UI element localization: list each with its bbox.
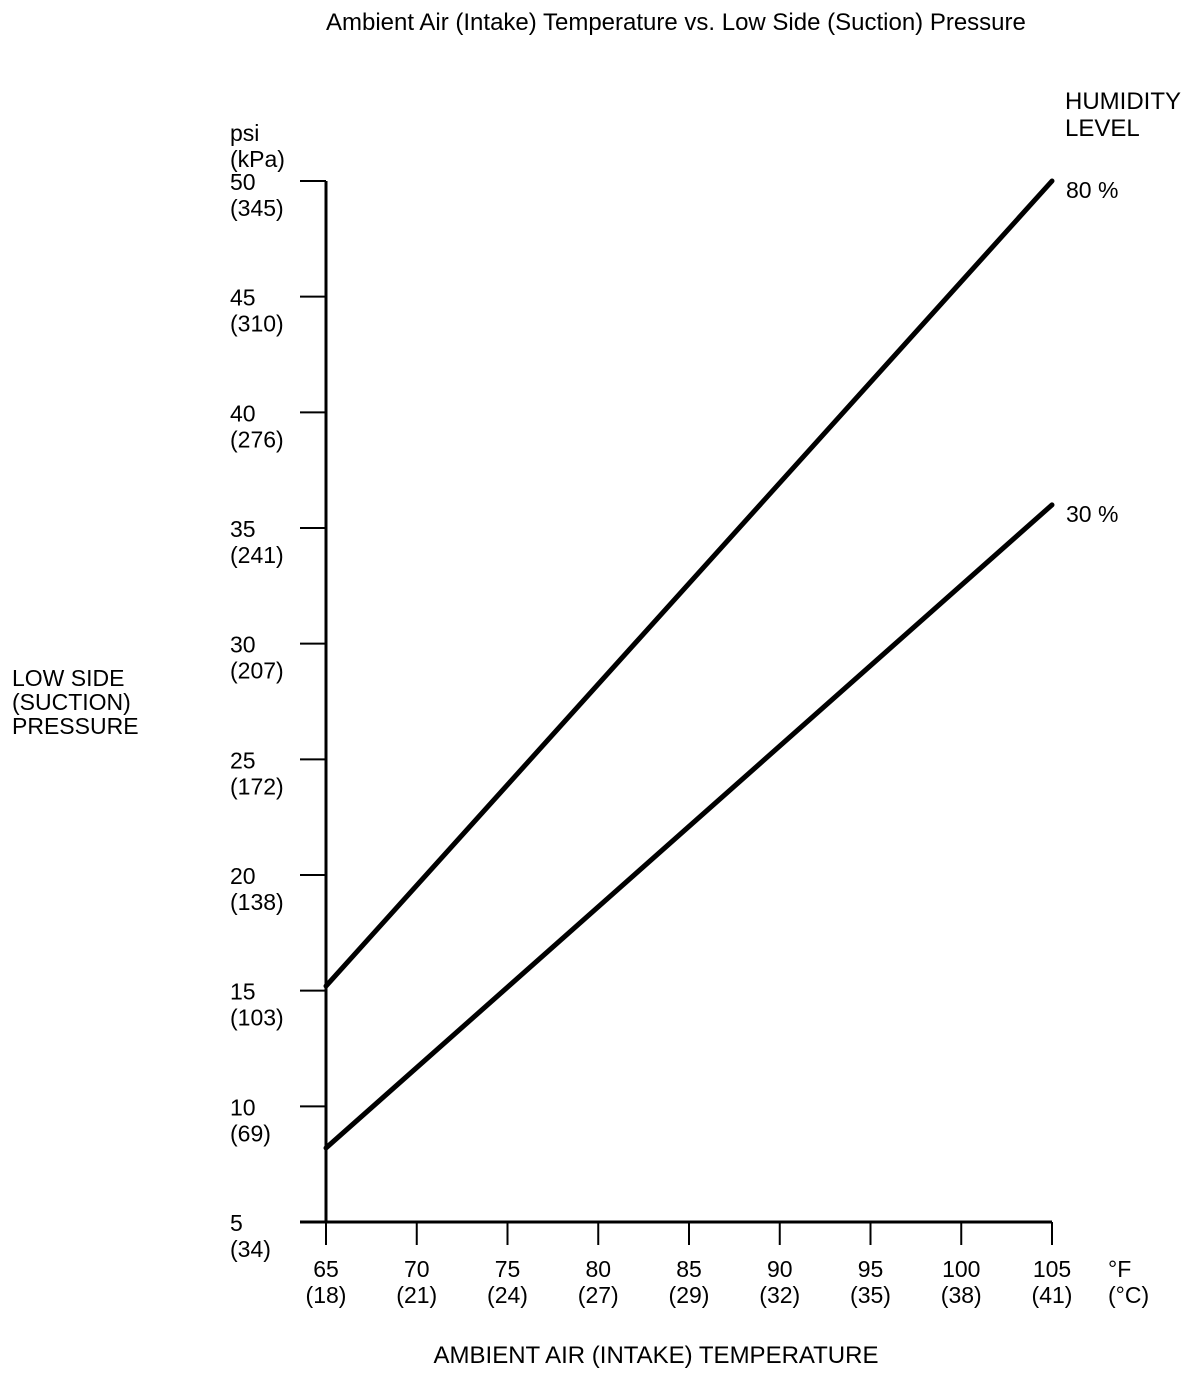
y-tick-label-psi: 40 [230,400,256,426]
y-tick-label-psi: 15 [230,979,256,1005]
x-tick-label-f: 90 [767,1256,793,1282]
series-label-80pct: 80 % [1066,177,1118,203]
y-tick-label-kpa: (103) [230,1005,284,1031]
x-tick-label-c: (24) [487,1282,528,1308]
x-tick-label-f: 95 [858,1256,884,1282]
x-axis-unit-f: °F [1108,1256,1131,1282]
x-tick-label-c: (38) [941,1282,982,1308]
x-tick-label-c: (29) [669,1282,710,1308]
chart-title: Ambient Air (Intake) Temperature vs. Low… [326,9,1026,36]
y-axis-title-line1: LOW SIDE [12,665,125,691]
x-tick-label-f: 70 [404,1256,430,1282]
y-tick-label-kpa: (138) [230,889,284,915]
y-tick-label-kpa: (310) [230,311,284,337]
y-tick-label-psi: 10 [230,1094,256,1120]
x-axis-unit-c: (°C) [1108,1282,1149,1308]
legend-title-line1: HUMIDITY [1065,88,1181,115]
y-tick-label-psi: 5 [230,1210,243,1236]
x-tick-label-f: 100 [942,1256,980,1282]
x-tick-label-f: 65 [313,1256,339,1282]
y-axis-title-line3: PRESSURE [12,713,139,739]
y-tick-label-kpa: (207) [230,658,284,684]
y-axis-title-line2: (SUCTION) [12,689,131,715]
series-line-80pct [323,178,1055,989]
y-tick-label-kpa: (172) [230,773,284,799]
y-axis-title: LOW SIDE (SUCTION) PRESSURE [12,666,139,738]
y-tick-label-kpa: (276) [230,426,284,452]
legend-title-line2: LEVEL [1065,115,1140,142]
x-tick-label-c: (32) [759,1282,800,1308]
series-line-30pct [323,502,1055,1151]
x-tick-label-c: (18) [306,1282,347,1308]
y-tick-label-kpa: (34) [230,1236,271,1262]
y-tick-label-kpa: (345) [230,195,284,221]
y-tick-label-psi: 20 [230,863,256,889]
y-tick-label-psi: 45 [230,285,256,311]
y-axis-unit-kpa: (kPa) [230,146,285,172]
y-axis-unit-psi: psi [230,120,259,146]
x-tick-label-c: (27) [578,1282,619,1308]
y-tick-label-kpa: (69) [230,1120,271,1146]
x-axis-title: AMBIENT AIR (INTAKE) TEMPERATURE [433,1342,879,1369]
x-tick-label-f: 75 [495,1256,521,1282]
x-tick-label-f: 80 [585,1256,611,1282]
x-tick-label-c: (41) [1032,1282,1073,1308]
y-tick-label-psi: 30 [230,632,256,658]
series-label-30pct: 30 % [1066,501,1118,527]
y-tick-label-psi: 35 [230,516,256,542]
y-tick-label-psi: 25 [230,747,256,773]
x-tick-label-c: (35) [850,1282,891,1308]
x-tick-label-f: 85 [676,1256,702,1282]
y-tick-label-kpa: (241) [230,542,284,568]
legend-title: HUMIDITY LEVEL [1065,88,1181,142]
y-tick-label-psi: 50 [230,169,256,195]
x-tick-label-c: (21) [396,1282,437,1308]
x-tick-label-f: 105 [1033,1256,1071,1282]
